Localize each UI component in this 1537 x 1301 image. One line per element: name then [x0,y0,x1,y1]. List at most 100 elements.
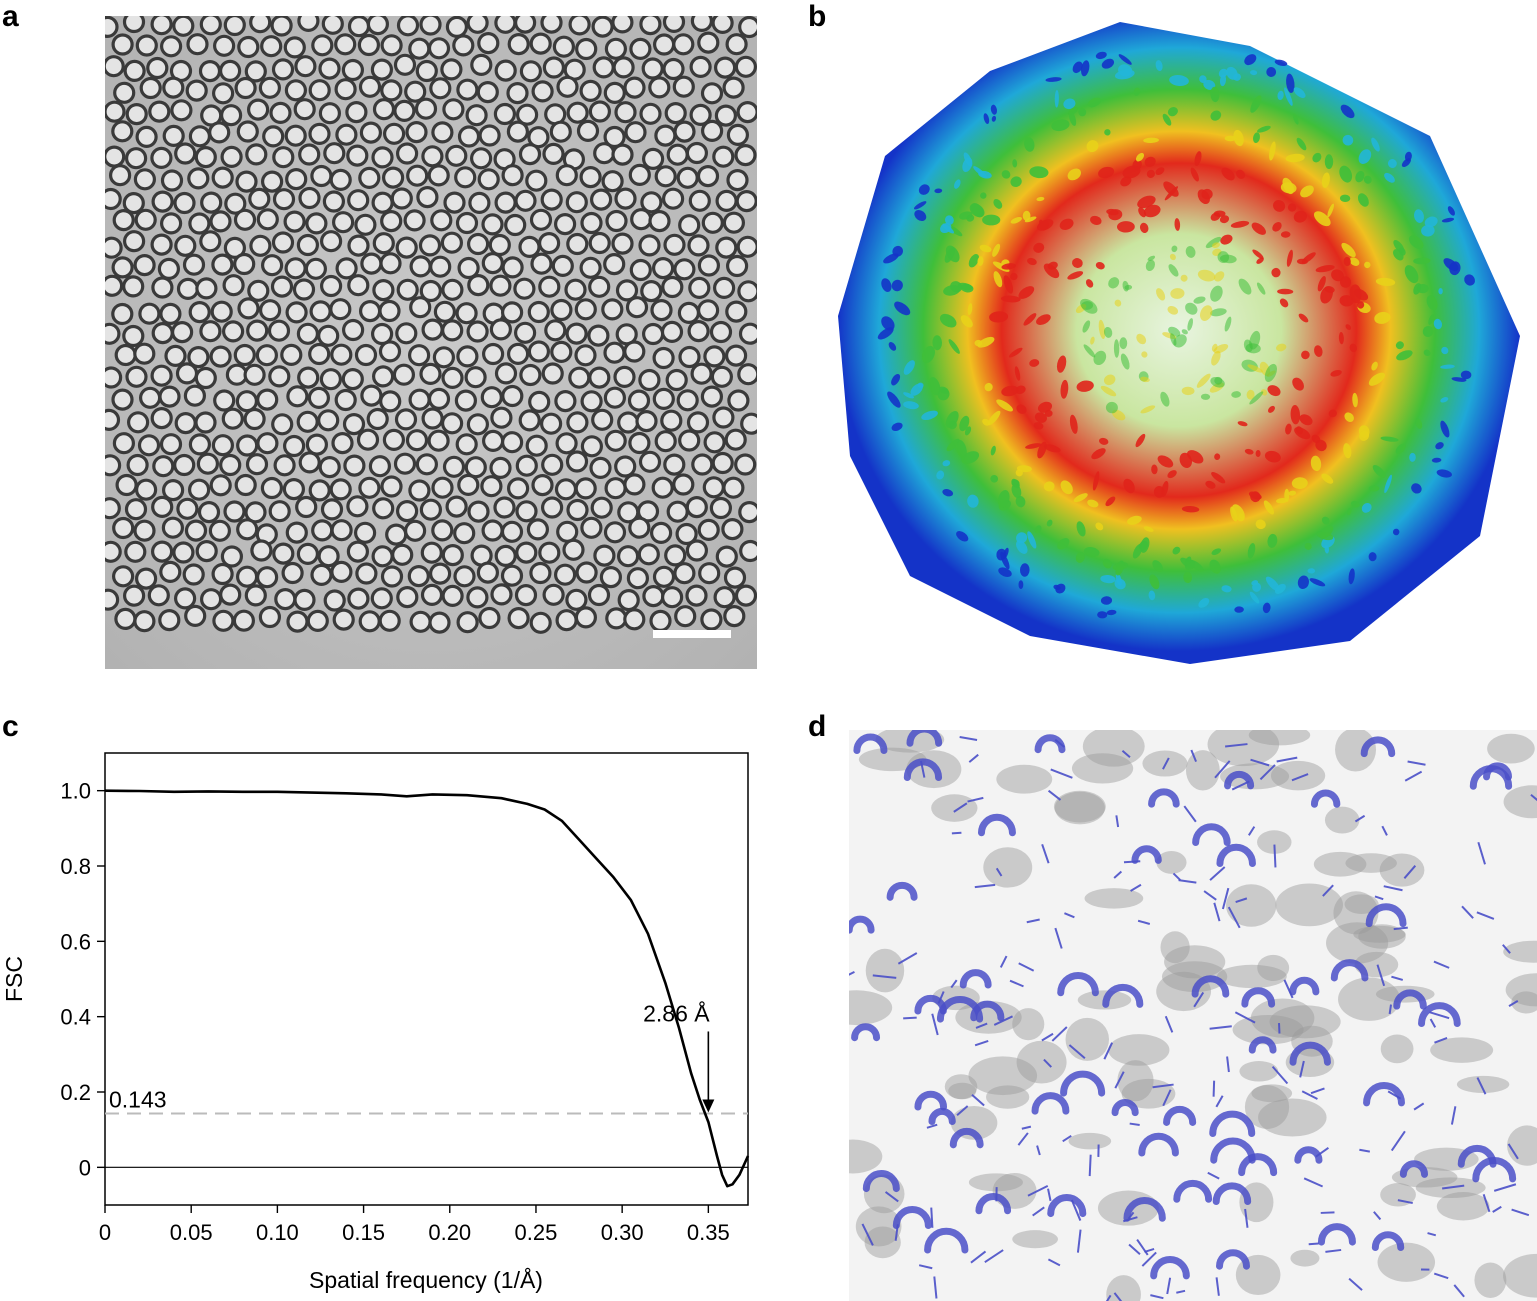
helix-ribbon [1483,762,1513,781]
side-chain [1413,1102,1425,1111]
helix-ribbon [1060,1070,1106,1097]
particle [431,476,454,499]
density-blob [1364,261,1371,269]
particle [260,35,283,58]
particle [308,479,331,502]
particle [554,213,577,236]
density-blob [1269,1005,1341,1039]
particle [332,608,355,631]
density-blob [1102,558,1112,569]
particle [489,456,512,479]
density-blob [1511,991,1537,1014]
density-blob [1353,288,1369,301]
density-blob [977,336,995,348]
density-blob [1172,546,1181,555]
density-blob [1313,211,1331,227]
density-blob [1374,311,1391,324]
density-blob [1335,730,1377,772]
density-blob [1085,279,1094,288]
side-chain [951,831,962,835]
density-blob [922,345,935,364]
side-chain [1429,1011,1450,1020]
side-chain [1259,764,1276,781]
side-chain [1433,960,1450,969]
density-blob [1423,349,1431,357]
side-chain [931,1013,939,1036]
particle [385,523,408,546]
density-blob [990,104,998,115]
particle [672,33,695,56]
particle [724,428,747,451]
particle [626,567,650,590]
particle [220,145,243,168]
density-blob [1078,108,1087,117]
density-blob [1301,350,1310,360]
particle [711,451,734,475]
particle [554,563,577,586]
particle [723,566,747,589]
density-blob [1353,925,1406,943]
particle [232,609,255,632]
side-chain [1105,1294,1112,1301]
density-blob [1148,590,1156,601]
helix-ribbon [1317,1223,1356,1246]
particle [627,389,651,412]
particle [568,16,591,36]
density-blob [1100,574,1116,584]
particle [494,544,517,568]
density-blob [1098,319,1106,339]
particle [703,431,726,454]
particle [736,101,757,124]
particle [282,478,305,501]
particle [527,126,550,149]
density-blob [1016,540,1028,554]
particle [283,434,306,458]
side-chain [1115,815,1120,828]
density-blob [1103,326,1113,338]
x-tick-label: 0.10 [256,1220,299,1245]
particle [703,345,726,368]
density-blob [1091,448,1106,460]
particle [700,385,724,408]
side-chain [1221,887,1230,910]
side-chain [1027,1184,1049,1197]
helix-ribbon [1393,989,1427,1010]
side-chain [1215,1095,1224,1108]
particle [515,541,538,564]
side-chain [919,760,926,778]
particle [726,123,750,147]
density-blob [1297,575,1309,590]
side-chain [1530,793,1537,802]
particle [105,100,126,123]
particle [298,186,321,210]
side-chain [1404,770,1423,782]
particle [380,210,403,233]
particle [286,385,309,408]
density-blob [1220,763,1290,790]
particle [371,146,394,169]
density-blob [1380,436,1399,442]
helix-ribbon [1123,1197,1166,1222]
particle [529,208,553,231]
particle [125,365,148,388]
density-blob [1152,560,1163,572]
particle [575,561,598,584]
particle [271,58,295,81]
particle [115,473,138,497]
y-tick-label: 0 [79,1155,91,1180]
side-chain [897,952,918,965]
particle [330,560,353,584]
threshold-label: 0.143 [109,1086,167,1112]
side-chain [1018,962,1035,972]
side-chain [1047,1258,1061,1267]
particle [661,187,685,210]
particle [481,252,504,275]
particle [223,236,246,259]
particle [660,320,684,343]
helix-ribbon [1138,1132,1179,1157]
density-blob [1138,207,1147,218]
particle [372,497,395,520]
particle [565,450,589,473]
particle [725,33,748,56]
density-blob [963,152,973,167]
